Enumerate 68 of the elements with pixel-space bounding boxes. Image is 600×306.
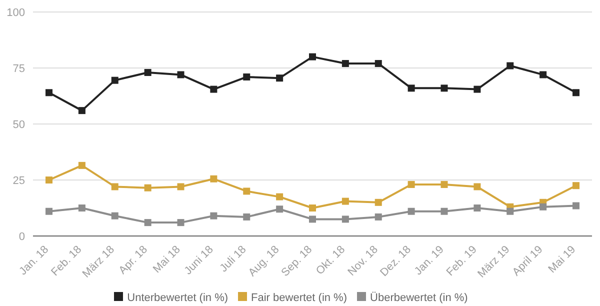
y-tick-label: 0 bbox=[18, 230, 25, 243]
x-tick-label: Jan. 19 bbox=[412, 244, 446, 278]
point bbox=[276, 206, 284, 213]
point bbox=[177, 183, 184, 190]
x-tick-label: Juli 18 bbox=[218, 244, 249, 275]
point bbox=[474, 204, 481, 212]
point bbox=[144, 219, 152, 226]
point bbox=[243, 188, 250, 195]
legend-label: Überbewertet (in %) bbox=[370, 292, 468, 304]
point bbox=[506, 208, 514, 215]
x-tick-label: Okt. 18 bbox=[314, 244, 348, 278]
point bbox=[309, 216, 316, 223]
point bbox=[540, 203, 547, 210]
point bbox=[243, 213, 250, 220]
point bbox=[210, 212, 218, 220]
legend-label: Fair bewertet (in %) bbox=[251, 292, 348, 304]
point bbox=[374, 60, 382, 68]
point bbox=[540, 71, 547, 78]
x-tick-label: Sep. 18 bbox=[279, 244, 315, 279]
point bbox=[177, 219, 184, 226]
point bbox=[78, 162, 86, 169]
x-tick-label: Mai 18 bbox=[151, 244, 183, 276]
point bbox=[342, 198, 349, 205]
point bbox=[144, 184, 152, 192]
legend-label: Unterbewertet (in %) bbox=[127, 292, 228, 304]
point bbox=[309, 53, 316, 60]
point bbox=[440, 208, 448, 215]
point bbox=[210, 175, 218, 182]
point bbox=[111, 212, 118, 220]
point bbox=[111, 183, 118, 190]
point bbox=[276, 193, 284, 200]
y-tick-label: 25 bbox=[12, 174, 25, 187]
point bbox=[111, 76, 118, 84]
x-tick-label: Mai 19 bbox=[546, 244, 578, 276]
x-tick-label: Dez. 18 bbox=[378, 244, 414, 279]
point bbox=[408, 180, 415, 188]
point bbox=[342, 216, 349, 223]
y-tick-label: 50 bbox=[12, 118, 25, 131]
x-tick-label: Aug. 18 bbox=[246, 244, 282, 279]
x-tick-label: Apr. 18 bbox=[116, 244, 150, 277]
point bbox=[474, 183, 481, 190]
y-tick-label: 100 bbox=[6, 6, 25, 19]
point bbox=[243, 73, 250, 80]
point bbox=[309, 204, 316, 212]
point bbox=[276, 74, 284, 82]
y-tick-label: 75 bbox=[12, 62, 25, 75]
point bbox=[144, 68, 152, 76]
point bbox=[572, 202, 580, 210]
point bbox=[474, 86, 481, 93]
point bbox=[46, 176, 52, 184]
point bbox=[374, 213, 382, 220]
x-tick-label: Nov. 18 bbox=[346, 244, 380, 278]
point bbox=[46, 208, 52, 215]
point bbox=[374, 198, 382, 206]
point bbox=[78, 107, 86, 114]
point bbox=[408, 84, 415, 92]
point bbox=[572, 89, 580, 96]
point bbox=[342, 60, 349, 68]
point bbox=[78, 204, 86, 212]
point bbox=[210, 86, 218, 93]
point bbox=[177, 71, 184, 78]
point bbox=[506, 62, 514, 70]
point bbox=[440, 84, 448, 92]
point bbox=[440, 180, 448, 188]
x-tick-label: Jan. 18 bbox=[17, 244, 52, 278]
point bbox=[408, 208, 415, 215]
point bbox=[572, 182, 580, 190]
point bbox=[46, 89, 52, 96]
